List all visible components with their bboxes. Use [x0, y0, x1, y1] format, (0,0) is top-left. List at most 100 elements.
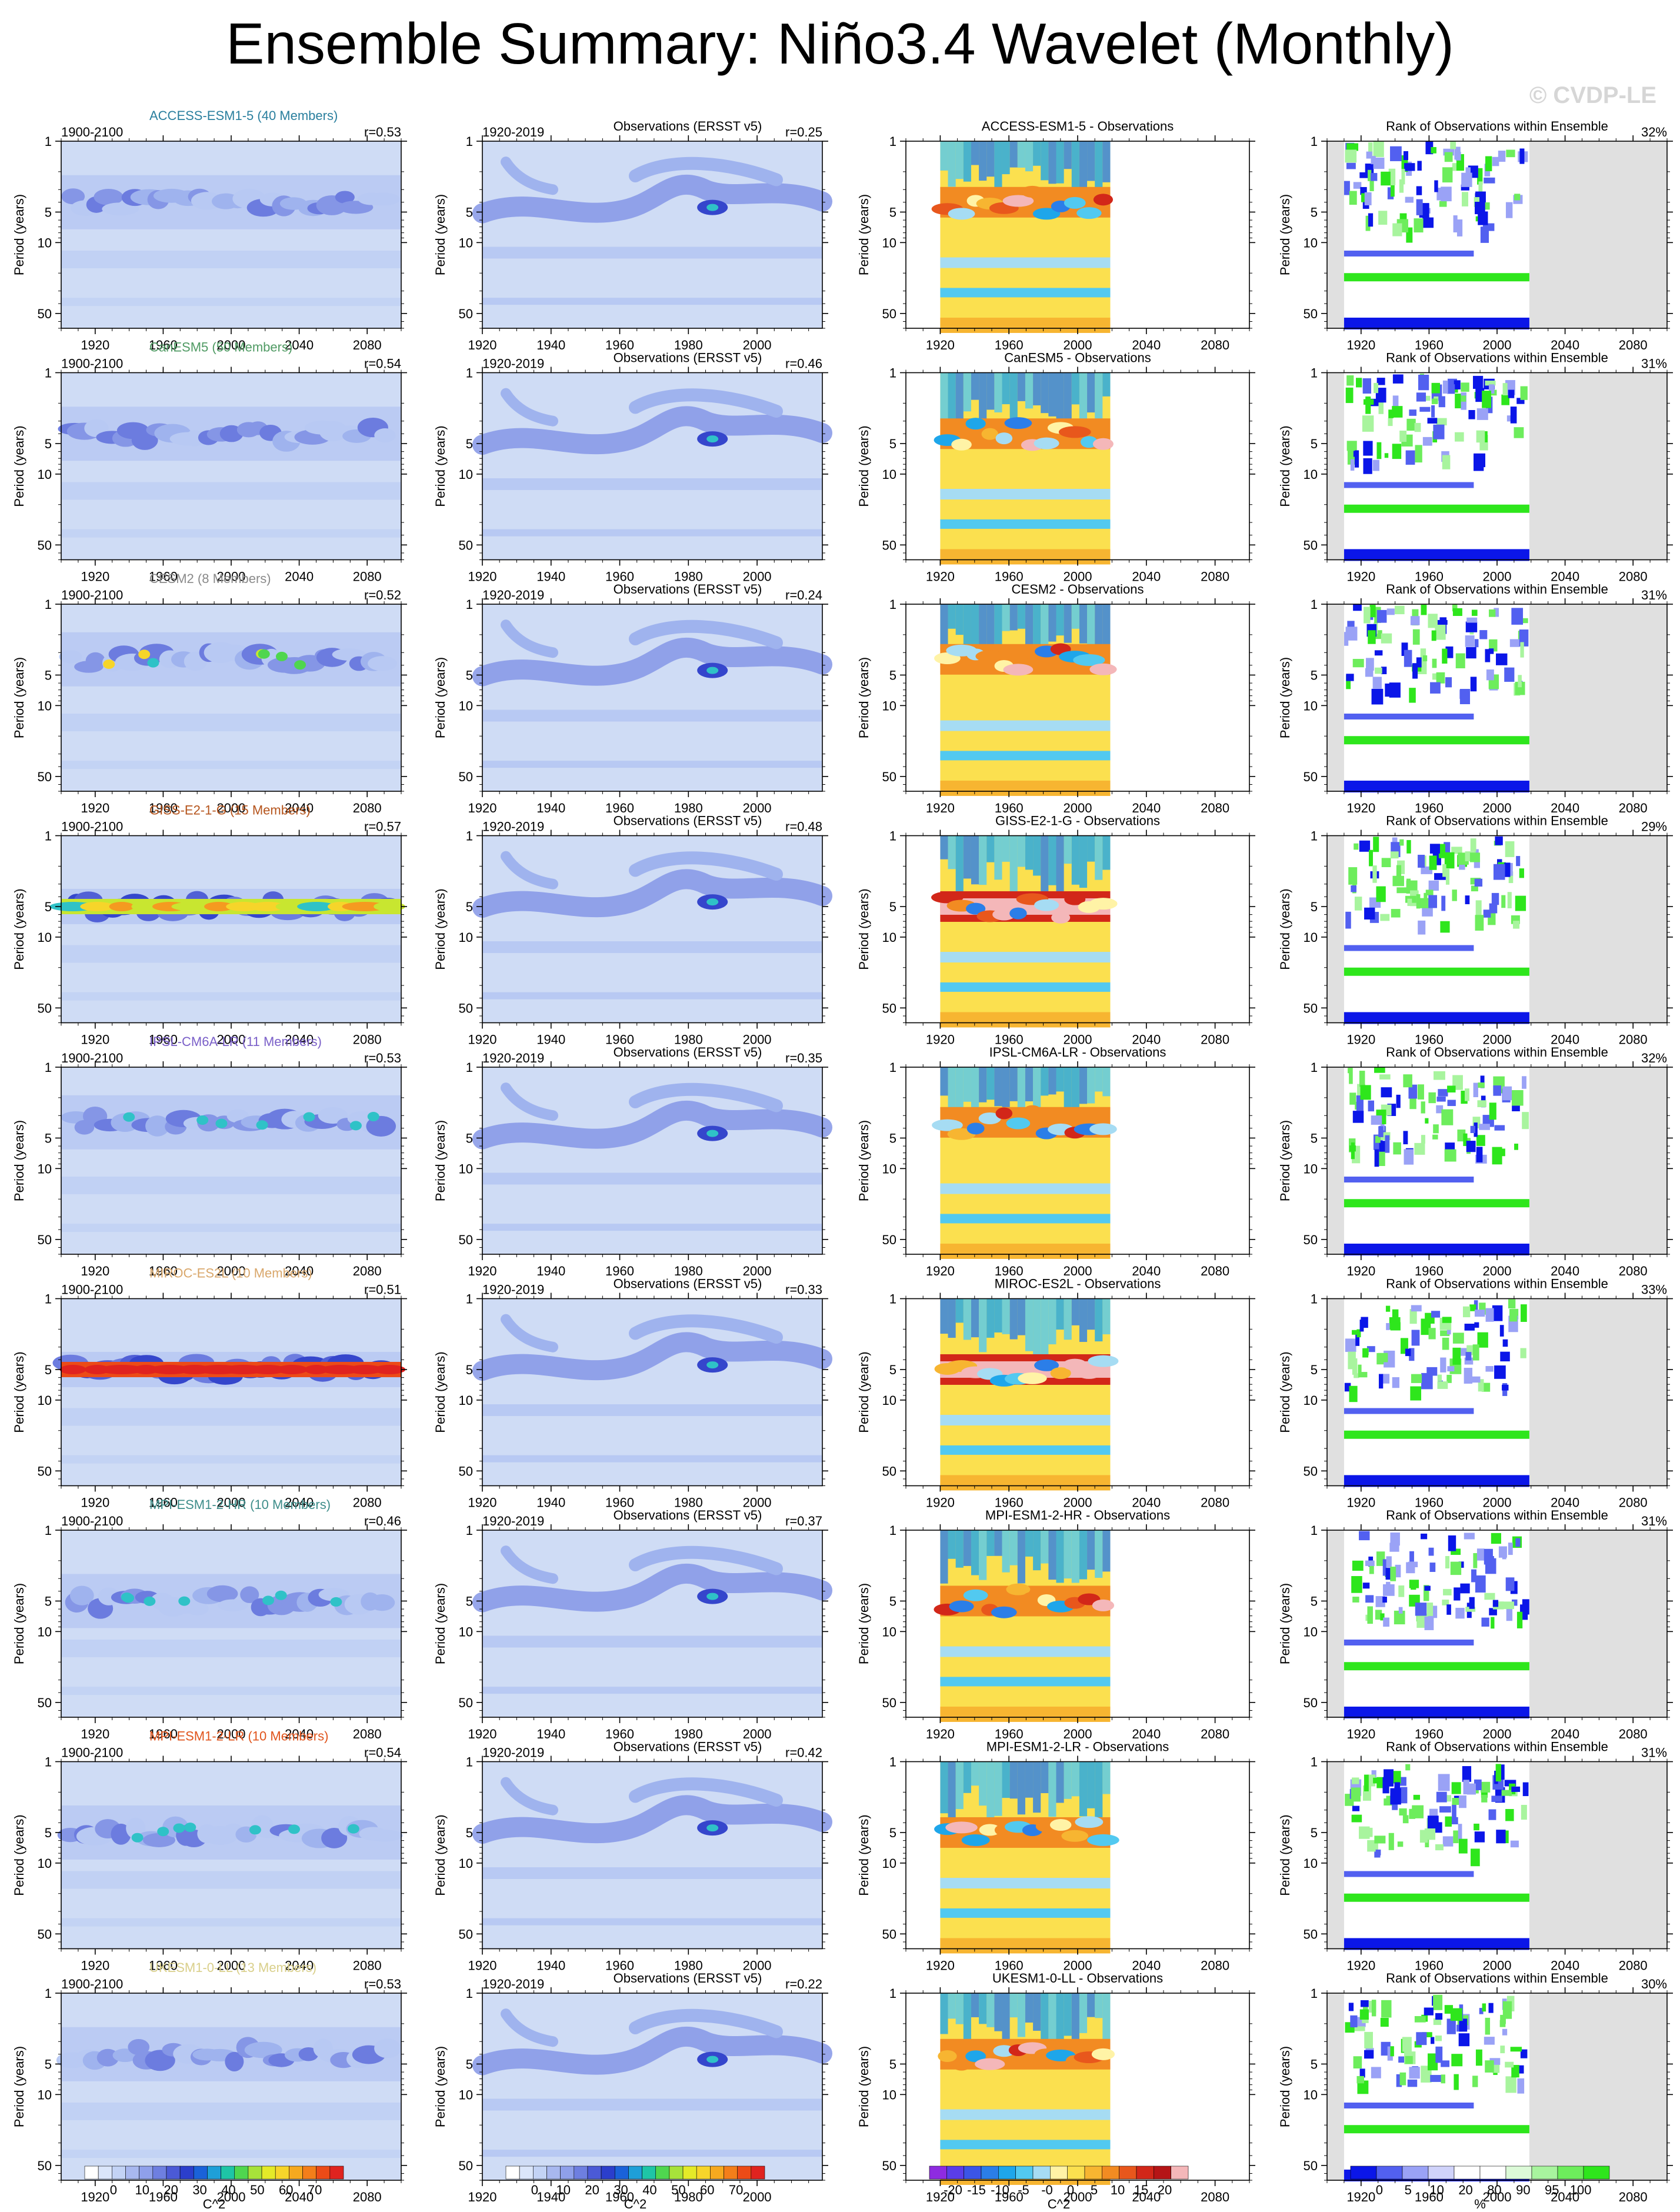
- rank-cell: [1371, 173, 1378, 181]
- rank-cell: [1392, 444, 1402, 459]
- rank-cell: [1491, 892, 1499, 905]
- diff-blob: [1064, 893, 1086, 905]
- y-tick-label: 1: [45, 366, 52, 381]
- rank-cell: [1372, 459, 1379, 471]
- rank-cell: [1475, 201, 1485, 215]
- diff-short-period-cell: [1017, 835, 1025, 867]
- obs-year-range: 1920-2019: [482, 819, 544, 834]
- model-band-decadal: [61, 1224, 401, 1232]
- rank-cell: [1437, 1374, 1442, 1381]
- y-tick-label: 5: [45, 2057, 52, 2071]
- x-tick-label: 1920: [468, 1264, 497, 1278]
- diff-blob: [1089, 898, 1118, 910]
- rank-cell: [1470, 1125, 1475, 1134]
- obs-panel: 1 5 10 50 Period (years) 1920 1940 1960 1980 2000…: [433, 1277, 832, 1510]
- diff-short-period-cell: [1041, 604, 1049, 648]
- rank-cell: [1362, 378, 1372, 394]
- x-tick-label: 2000: [1064, 2190, 1092, 2204]
- x-tick-label: 1960: [1415, 1958, 1444, 1973]
- obs-panel: 1 5 10 50 Period (years) 1920 1940 1960 1980 2000…: [433, 582, 832, 815]
- rank-cell: [1465, 635, 1475, 647]
- model-hotspot: [347, 1824, 359, 1834]
- y-axis-label: Period (years): [12, 657, 26, 738]
- obs-power-ridge: [472, 174, 832, 224]
- rank-cell: [1436, 1105, 1444, 1114]
- diff-short-period-cell: [1102, 1298, 1111, 1335]
- rank-cell: [1416, 392, 1426, 402]
- rank-band-mid: [1344, 1176, 1474, 1182]
- rank-cell: [1519, 868, 1524, 878]
- model-hotspot: [178, 1596, 191, 1606]
- rank-band-green: [1344, 1199, 1529, 1208]
- model-panel: 1 5 10 50 Period (years) 1920 1960 2000 2040 2080…: [12, 1497, 407, 1741]
- rank-band-green: [1344, 504, 1529, 513]
- diff-short-period-cell: [979, 1761, 987, 1806]
- diff-short-period-cell: [1087, 1761, 1095, 1808]
- rank-cell: [1365, 215, 1371, 231]
- diff-short-period-cell: [1002, 141, 1010, 175]
- diff-blob: [1092, 438, 1114, 450]
- rank-cell: [1502, 2001, 1512, 2019]
- rank-cell: [1351, 885, 1356, 892]
- rank-cell: [1479, 2008, 1484, 2014]
- rank-band-mid: [1344, 250, 1474, 256]
- x-tick-label: 2000: [217, 1727, 246, 1741]
- rank-cell: [1392, 374, 1404, 384]
- y-tick-label: 5: [466, 437, 473, 451]
- rank-cell: [1373, 1777, 1381, 1784]
- x-tick-label: 1920: [468, 1727, 497, 1741]
- rank-cell: [1509, 1309, 1518, 1322]
- rank-cell: [1390, 146, 1402, 161]
- model-power-blob: [366, 1829, 403, 1842]
- rank-cell: [1409, 1580, 1419, 1588]
- obs-panel: 1 5 10 50 Period (years) 1920 1940 1960 1980 2000…: [433, 351, 832, 584]
- diff-short-period-cell: [1017, 1067, 1025, 1109]
- diff-short-period-cell: [1009, 835, 1018, 893]
- rank-cell: [1471, 1569, 1476, 1583]
- rank-band-blue: [1344, 1243, 1529, 1255]
- rank-cell: [1473, 1553, 1478, 1568]
- y-tick-label: 1: [889, 597, 896, 612]
- rank-cell: [1381, 2000, 1392, 2018]
- rank-cell: [1356, 1329, 1361, 1338]
- rank-cell: [1431, 405, 1435, 418]
- rank-cell: [1376, 609, 1387, 623]
- rank-cell: [1414, 218, 1424, 233]
- diff-short-period-cell: [1095, 1761, 1103, 1819]
- diff-short-period-cell: [971, 1530, 979, 1575]
- diff-short-period-cell: [1071, 835, 1079, 885]
- panel-row-CanESM5: 1 5 10 50 Period (years) 1920 1960 2000 2040 2080…: [12, 340, 1673, 584]
- diff-title: UKESM1-0-LL - Observations: [992, 1971, 1163, 1986]
- rank-cell: [1366, 151, 1372, 159]
- x-tick-label: 2000: [743, 1727, 772, 1741]
- obs-power-arc-2: [629, 851, 783, 881]
- rank-cell: [1464, 1368, 1473, 1384]
- model-hotspot: [330, 1597, 342, 1607]
- model-hotspot: [288, 1824, 301, 1834]
- obs-year-range: 1920-2019: [482, 357, 544, 371]
- x-tick-label: 1960: [149, 569, 178, 584]
- rank-cell: [1475, 1575, 1486, 1593]
- x-tick-label: 2080: [353, 1958, 382, 1973]
- model-members-label: CanESM5 (50 Members): [149, 340, 292, 355]
- diff-band-long: [940, 1938, 1111, 1954]
- model-band-decadal: [61, 529, 401, 538]
- diff-short-period-cell: [1025, 1298, 1034, 1351]
- rank-cell: [1472, 2076, 1478, 2087]
- y-tick-label: 1: [889, 1755, 896, 1770]
- y-tick-label: 1: [466, 1755, 473, 1770]
- diff-blob: [1034, 1359, 1059, 1371]
- diff-title: MPI-ESM1-2-LR - Observations: [986, 1740, 1169, 1754]
- panel-row-GISS-E2-1-G: 1 5 10 50 Period (years) 1920 1960 2000 2040 2080…: [12, 803, 1673, 1047]
- rank-cell: [1465, 1352, 1472, 1361]
- rank-cell: [1365, 1595, 1374, 1603]
- model-band-decadal: [61, 992, 401, 1001]
- rank-cell: [1349, 1092, 1356, 1105]
- y-tick-label: 5: [889, 1825, 896, 1840]
- diff-blob: [966, 1122, 985, 1135]
- x-tick-label: 2040: [285, 338, 314, 352]
- obs-correlation: r=0.42: [785, 1745, 822, 1760]
- y-tick-label: 10: [882, 1624, 896, 1639]
- x-tick-label: 1960: [995, 2190, 1024, 2204]
- rank-cell: [1360, 186, 1367, 195]
